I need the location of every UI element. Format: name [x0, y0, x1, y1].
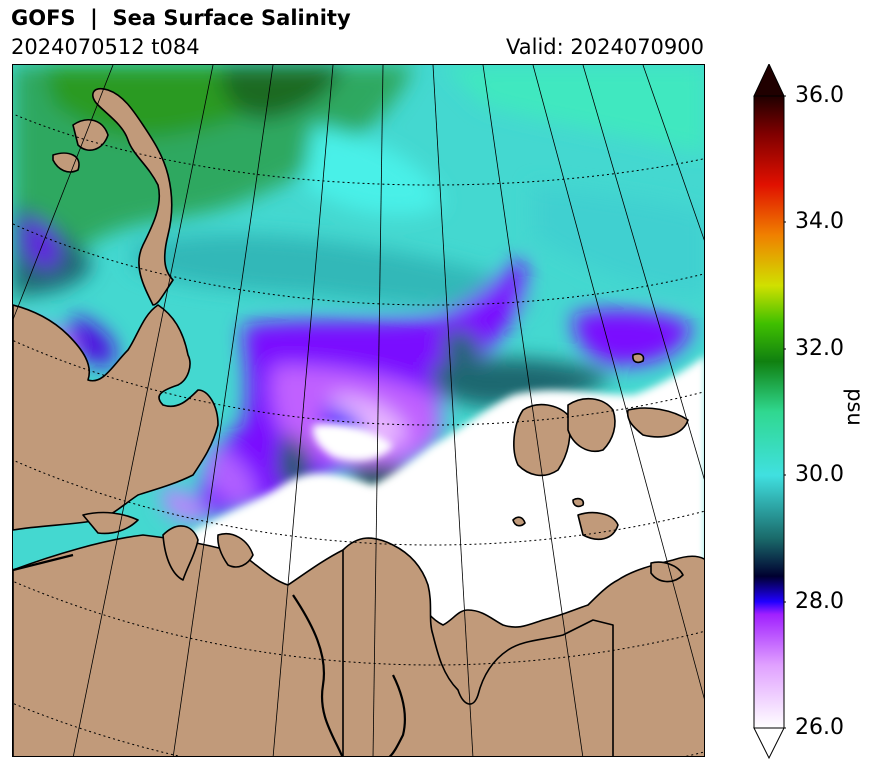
- colorbar-extend-top: [753, 62, 785, 97]
- colorbar-tick-28: 28.0: [795, 589, 844, 614]
- colorbar-extend-bottom: [753, 727, 785, 760]
- colorbar-tick-30: 30.0: [795, 462, 844, 487]
- salinity-map: [13, 65, 704, 756]
- colorbar-tick-32: 32.0: [795, 336, 844, 361]
- colorbar-tick-36: 36.0: [795, 83, 844, 108]
- chart-title: GOFS | Sea Surface Salinity: [11, 6, 351, 30]
- valid-time-label: Valid: 2024070900: [506, 35, 704, 59]
- colorbar: [752, 62, 790, 768]
- colorbar-tick-34: 34.0: [795, 209, 844, 234]
- yamal-peninsula: [162, 525, 199, 581]
- init-time-label: 2024070512 t084: [11, 35, 200, 59]
- colorbar-graphic: [753, 62, 790, 760]
- franz-josef-land: [72, 119, 109, 151]
- severnaya-zemlya: [513, 403, 571, 477]
- graticule: [13, 113, 704, 756]
- land: [13, 87, 704, 756]
- kola-peninsula: [13, 304, 219, 531]
- colorbar-ramp: [753, 95, 785, 729]
- taymyr-coast: [342, 537, 614, 756]
- rivers: [13, 553, 407, 756]
- colorbar-tick-26: 26.0: [795, 715, 844, 740]
- map-panel: [12, 64, 705, 757]
- novaya-zemlya: [92, 87, 174, 306]
- colorbar-unit-label: psu: [842, 388, 867, 426]
- meridians: [13, 65, 704, 756]
